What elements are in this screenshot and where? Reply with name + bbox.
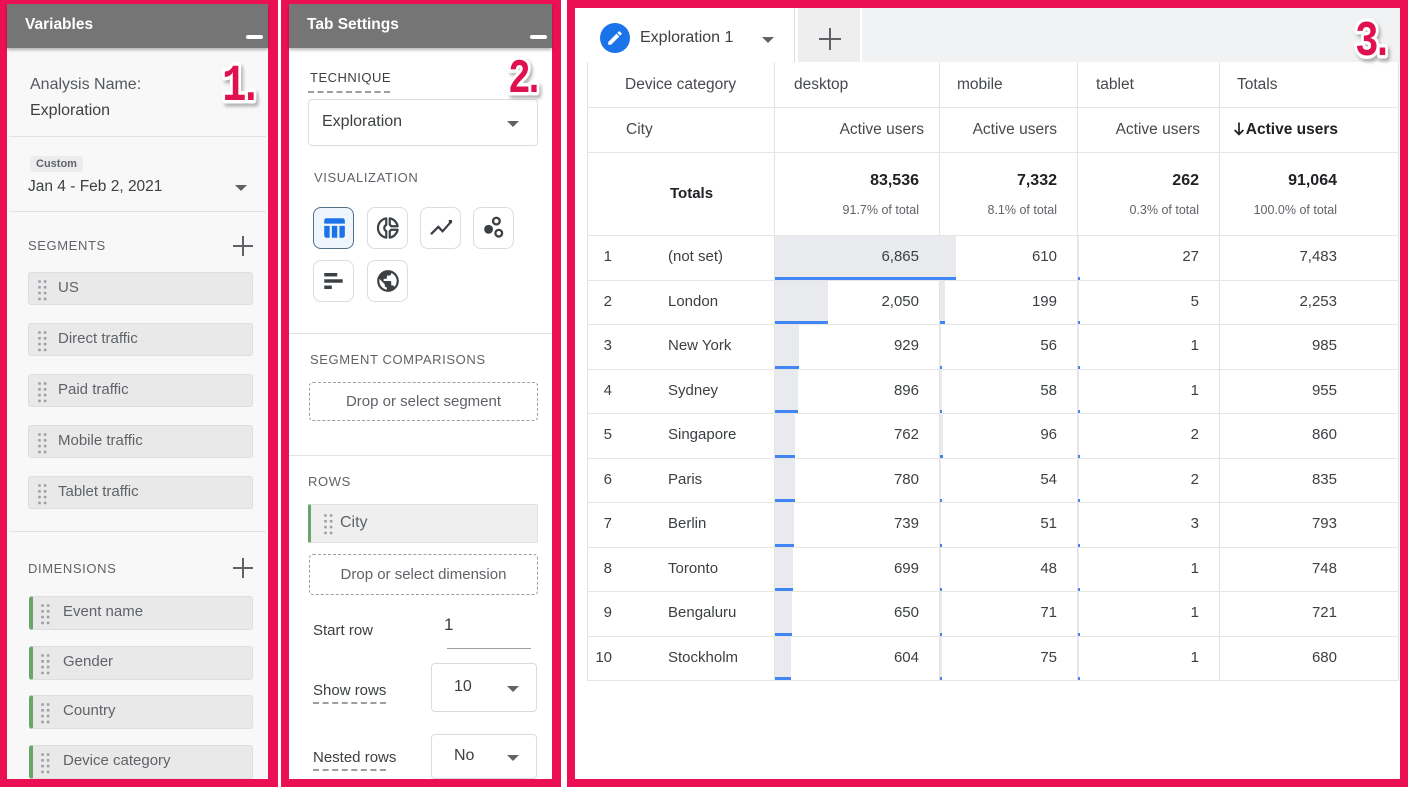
svg-text:1.: 1.: [222, 58, 255, 117]
svg-text:2.: 2.: [508, 52, 537, 107]
svg-text:3.: 3.: [1355, 15, 1386, 71]
